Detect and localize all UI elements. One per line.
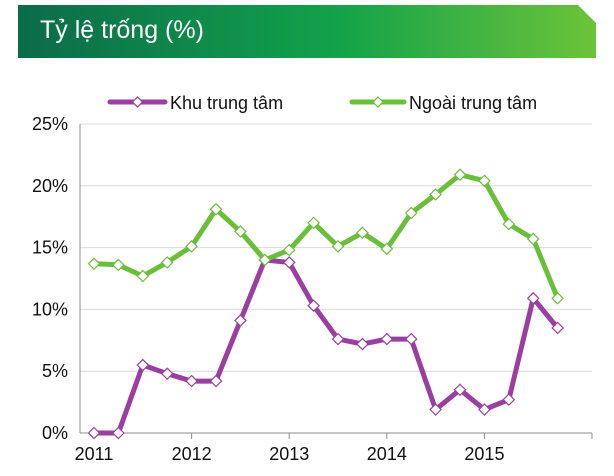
data-point <box>234 225 247 238</box>
data-point <box>185 374 198 388</box>
title-banner: Tỷ lệ trống (%) <box>18 5 596 58</box>
data-point <box>404 206 418 220</box>
data-point <box>331 332 345 346</box>
data-point <box>551 321 564 335</box>
data-point <box>160 367 174 381</box>
data-point <box>185 240 198 253</box>
legend-label: Khu trung tâm <box>170 93 283 113</box>
data-point <box>331 240 345 253</box>
x-tick-label: 2015 <box>464 444 504 464</box>
data-point <box>356 226 369 240</box>
data-point <box>209 202 223 216</box>
data-point <box>526 291 540 305</box>
x-tick-label: 2014 <box>367 444 407 464</box>
data-point <box>282 256 296 269</box>
data-point <box>136 269 150 283</box>
data-point <box>429 188 442 201</box>
data-point <box>136 358 150 372</box>
data-point <box>160 256 174 269</box>
data-point <box>307 299 320 313</box>
data-point <box>87 257 101 271</box>
data-point <box>112 426 125 440</box>
data-point <box>380 242 394 256</box>
data-point <box>429 403 442 416</box>
legend-label: Ngoài trung tâm <box>409 93 537 113</box>
x-tick-label: 2013 <box>269 444 309 464</box>
series-line-1 <box>91 172 561 301</box>
data-point <box>209 374 223 388</box>
x-tick-label: 2012 <box>172 444 212 464</box>
x-tick-label: 2011 <box>75 444 114 464</box>
data-point <box>502 217 516 231</box>
data-point <box>356 337 369 351</box>
legend-swatch-marker <box>131 96 144 108</box>
y-tick-label: 20% <box>32 176 68 196</box>
legend-swatch-marker <box>372 96 384 108</box>
data-point <box>307 216 320 230</box>
data-point <box>234 314 247 327</box>
data-point <box>478 174 491 188</box>
y-tick-label: 15% <box>32 238 68 258</box>
data-point <box>551 291 564 305</box>
y-tick-label: 25% <box>32 114 68 134</box>
data-point <box>453 383 467 397</box>
title-banner-shape <box>18 5 596 58</box>
y-tick-label: 10% <box>32 299 68 319</box>
data-point <box>453 168 467 182</box>
y-tick-label: 0% <box>42 423 68 443</box>
data-point <box>282 243 296 257</box>
data-point <box>404 332 418 346</box>
data-point <box>478 403 491 416</box>
data-point <box>258 253 272 267</box>
data-point <box>87 426 101 440</box>
data-point <box>502 393 516 406</box>
data-point <box>112 258 125 272</box>
chart-title: Tỷ lệ trống (%) <box>40 16 204 44</box>
data-point <box>380 332 394 346</box>
y-tick-label: 5% <box>42 361 68 381</box>
data-point <box>526 232 540 246</box>
